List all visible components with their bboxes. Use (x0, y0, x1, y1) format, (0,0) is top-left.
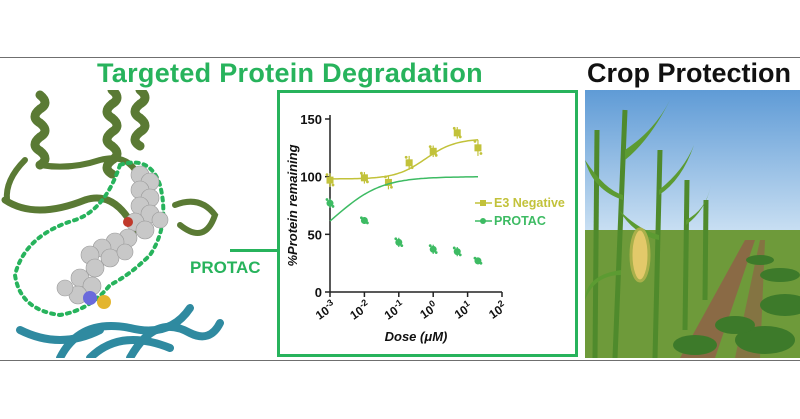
oxygen-atom (123, 217, 133, 227)
legend-marker (480, 218, 486, 224)
y-tick-label: 150 (300, 112, 322, 127)
legend-label: E3 Negative (494, 196, 565, 210)
data-point (405, 159, 413, 167)
dose-response-chart: 0 50 100 150 10-3 10-2 10-1 100 101 102 Dose (μM)%… (285, 112, 565, 344)
data-point (474, 257, 482, 265)
data-point (474, 144, 482, 152)
replicate-point (331, 183, 335, 187)
fit-curve-1 (329, 176, 478, 222)
x-tick-label: 10-3 (312, 297, 339, 322)
replicate-point (390, 185, 393, 189)
replicate-point (325, 173, 329, 176)
heading-targeted-protein-degradation: Targeted Protein Degradation (97, 58, 483, 88)
beta-sheet-ribbons (16, 304, 224, 362)
data-point (326, 199, 334, 207)
soybean-plants (673, 255, 800, 355)
replicate-point (479, 152, 483, 155)
protac-molecule-spheres (56, 165, 169, 305)
corn-leaves (585, 100, 711, 300)
corn-ear (629, 227, 651, 283)
y-tick-label: 50 (308, 227, 322, 242)
x-tick-label: 10-1 (381, 297, 408, 322)
nitrogen-atom (83, 291, 97, 305)
soil-row (680, 240, 755, 358)
data-point (384, 178, 392, 186)
replicate-point (394, 237, 398, 241)
data-point (360, 216, 368, 224)
y-tick-label: 0 (315, 285, 322, 300)
replicate-point (428, 145, 432, 149)
legend-label: PROTAC (494, 214, 546, 228)
connector-line (230, 249, 278, 252)
data-point (360, 174, 368, 182)
replicate-point (452, 246, 456, 250)
bottom-divider (0, 360, 800, 361)
x-tick-label: 101 (451, 298, 475, 322)
data-point (326, 176, 334, 184)
helix-ribbons (1, 85, 219, 236)
data-point (429, 147, 437, 155)
replicate-point (428, 244, 432, 248)
replicate-point (452, 126, 456, 130)
x-tick-label: 100 (416, 298, 440, 322)
replicate-point (410, 166, 414, 170)
data-point (453, 129, 461, 137)
protac-label: PROTAC (190, 258, 261, 277)
replicate-point (404, 155, 408, 159)
replicate-point (360, 171, 363, 175)
y-tick-label: 100 (300, 170, 322, 185)
heading-crop-protection: Crop Protection (586, 58, 791, 88)
protein-structure-illustration (0, 85, 272, 362)
data-point (429, 245, 437, 253)
x-tick-label: 10-2 (346, 297, 373, 322)
replicate-point (325, 198, 329, 201)
fit-curve-0 (330, 139, 479, 180)
corn-field-photo (585, 90, 800, 358)
legend-marker (480, 200, 486, 206)
replicate-point (384, 175, 387, 179)
sulfur-atom (97, 295, 111, 309)
x-tick-label: 102 (485, 298, 509, 322)
replicate-point (473, 139, 477, 143)
corn-stalks (592, 109, 709, 358)
data-point (395, 238, 403, 246)
top-divider (0, 57, 800, 58)
x-axis-title: Dose (μM) (385, 329, 448, 344)
y-axis-title: %Protein remaining (285, 144, 300, 266)
dose-response-chart-frame: 0 50 100 150 10-3 10-2 10-1 100 101 102 Dose (μM)%… (277, 90, 578, 357)
data-point (453, 248, 461, 256)
binding-pocket-outline (12, 160, 166, 318)
